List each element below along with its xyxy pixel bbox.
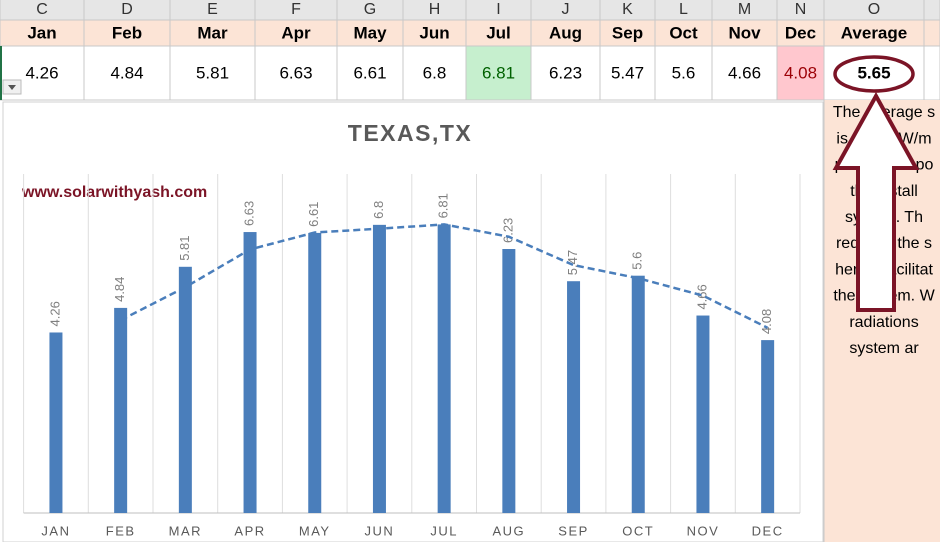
column-letter: I [496,1,500,18]
month-header: Nov [728,23,761,42]
watermark: www.solarwithyash.com [21,184,207,201]
x-tick-label: JAN [41,523,70,538]
dropdown-arrow [8,85,16,90]
column-letter: C [36,1,48,18]
column-letter: K [622,1,633,18]
bar [567,281,581,513]
month-header: Apr [281,23,311,42]
column-letter: N [795,1,807,18]
data-label: 4.08 [759,309,774,334]
month-header: May [353,23,387,42]
bar [437,224,451,513]
cell-value: 6.81 [482,63,515,82]
month-header: Aug [549,23,582,42]
cell-value: 5.81 [196,63,229,82]
bar [178,266,192,513]
column-header-bar [0,0,940,20]
month-header: Oct [669,23,698,42]
bar [631,275,645,513]
data-label: 5.81 [177,235,192,260]
trendline [120,223,769,329]
x-tick-label: MAY [299,523,331,538]
month-header: Average [841,23,907,42]
column-letter: G [364,1,376,18]
data-label: 6.63 [241,201,256,226]
month-header: Jul [486,23,511,42]
cell-value: 6.23 [549,63,582,82]
data-label: 5.6 [630,252,645,270]
bar [114,307,128,513]
cell-value: 6.61 [353,63,386,82]
header-row [0,20,940,46]
highlight-cell [777,46,824,100]
column-letter: M [738,1,751,18]
x-tick-label: JUL [430,523,458,538]
month-header: Mar [197,23,228,42]
month-header: Jun [419,23,449,42]
highlight-ellipse [833,55,915,93]
column-letter: J [562,1,570,18]
cell-value: 4.26 [25,63,58,82]
bar [372,224,386,513]
data-label: 4.66 [694,284,709,309]
cell-value: 6.63 [279,63,312,82]
highlight-cell [466,46,531,100]
x-tick-label: DEC [752,523,784,538]
bar [696,315,710,513]
note-line: radiations [849,314,918,331]
month-header: Dec [785,23,816,42]
x-tick-label: FEB [106,523,136,538]
chart-title: TEXAS,TX [348,120,472,146]
data-label: 4.26 [47,301,62,326]
cell-value: 5.65 [857,63,890,82]
column-letter: E [207,1,218,18]
note-line: system ar [849,340,919,357]
column-letter: D [121,1,133,18]
column-letter: L [679,1,688,18]
cell-value: 5.47 [611,63,644,82]
data-label: 6.61 [306,202,321,227]
data-label: 6.8 [371,201,386,219]
x-tick-label: NOV [687,523,720,538]
column-letter: F [291,1,301,18]
bar [761,340,775,513]
chart-area [2,101,824,542]
data-label: 5.47 [565,250,580,275]
bar [243,232,257,513]
x-tick-label: APR [234,523,265,538]
month-header: Jan [27,23,56,42]
data-label: 6.23 [500,218,515,243]
x-tick-label: MAR [169,523,202,538]
x-tick-label: JUN [365,523,395,538]
bar [308,232,322,513]
column-letter: O [868,1,880,18]
x-tick-label: AUG [493,523,526,538]
x-tick-label: SEP [558,523,589,538]
bar [49,332,63,513]
cell-value: 4.08 [784,63,817,82]
cell-value: 6.8 [423,63,447,82]
cell-value: 4.84 [110,63,143,82]
month-header: Sep [612,23,643,42]
column-letter: H [429,1,441,18]
data-label: 6.81 [436,193,451,218]
annotation-arrow [832,91,920,312]
bar [502,249,516,513]
month-header: Feb [112,23,142,42]
cell-value: 5.6 [672,63,696,82]
x-tick-label: OCT [622,523,654,538]
data-label: 4.84 [112,277,127,302]
cell-value: 4.66 [728,63,761,82]
